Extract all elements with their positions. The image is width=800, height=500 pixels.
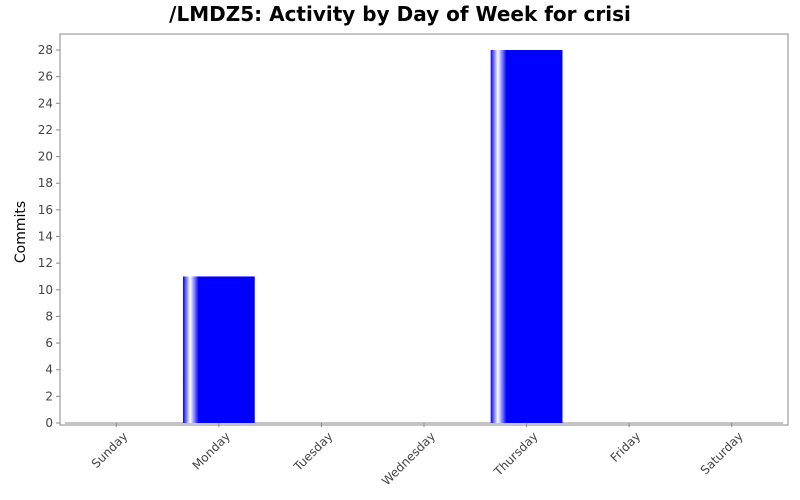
y-tick-label: 16 [38,203,53,217]
y-tick-label: 18 [38,176,53,190]
bars [182,49,563,424]
y-tick-label: 0 [45,416,53,430]
plot-area [59,33,789,426]
x-tick-label: Friday [608,429,644,465]
x-axis: Sunday Monday Tuesday Wednesday Thursday Frid… [65,422,783,488]
x-tick-label: Thursday [491,429,541,479]
y-tick-label: 12 [38,256,53,270]
y-tick-label: 4 [45,363,53,377]
x-tick-label: Monday [190,429,233,472]
x-tick-label: Sunday [89,429,131,471]
y-tick-label: 28 [38,43,53,57]
y-tick-label: 2 [45,389,53,403]
y-tick-label: 8 [45,309,53,323]
y-tick-label: 6 [45,336,53,350]
x-tick-label: Saturday [698,429,746,477]
y-tick-label: 24 [38,96,53,110]
chart-title: /LMDZ5: Activity by Day of Week for cris… [169,2,631,26]
bar-monday [182,276,255,423]
bar-thursday [490,49,563,424]
y-tick-label: 10 [38,283,53,297]
x-tick-label: Wednesday [379,429,438,488]
y-tick-label: 22 [38,123,53,137]
x-tick-label: Tuesday [290,429,335,474]
y-tick-label: 14 [38,229,53,243]
y-axis-label: Commits [13,201,29,263]
y-tick-label: 20 [38,150,53,164]
y-tick-label: 26 [38,70,53,84]
